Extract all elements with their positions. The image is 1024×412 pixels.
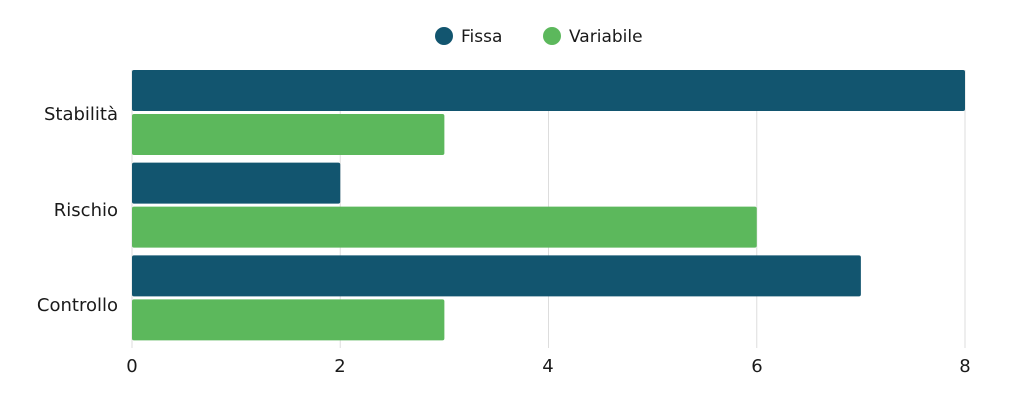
bar-fissa-controllo <box>132 255 861 297</box>
legend-swatch-fissa <box>435 27 453 45</box>
bar-fissa-stabilita <box>132 70 965 111</box>
bar-variabile-rischio <box>132 206 757 248</box>
bar-variabile-stabilita <box>132 114 445 155</box>
legend-label-variabile: Variabile <box>569 27 643 47</box>
category-label-controllo: Controllo <box>37 295 118 316</box>
bars <box>132 70 965 341</box>
x-axis: 0 2 4 6 8 <box>126 356 970 377</box>
category-label-rischio: Rischio <box>54 200 118 221</box>
y-axis: Stabilità Rischio Controllo <box>37 104 118 316</box>
x-tick-label-2: 2 <box>334 356 345 377</box>
legend-swatch-variabile <box>543 27 561 45</box>
x-tick-label-6: 6 <box>751 356 762 377</box>
legend: Fissa Variabile <box>435 27 643 47</box>
legend-label-fissa: Fissa <box>461 27 502 47</box>
x-tick-label-0: 0 <box>126 356 137 377</box>
bar-fissa-rischio <box>132 162 341 204</box>
category-label-stabilita: Stabilità <box>44 104 118 125</box>
x-tick-label-8: 8 <box>959 356 970 377</box>
x-tick-label-4: 4 <box>542 356 553 377</box>
bar-variabile-controllo <box>132 299 445 341</box>
